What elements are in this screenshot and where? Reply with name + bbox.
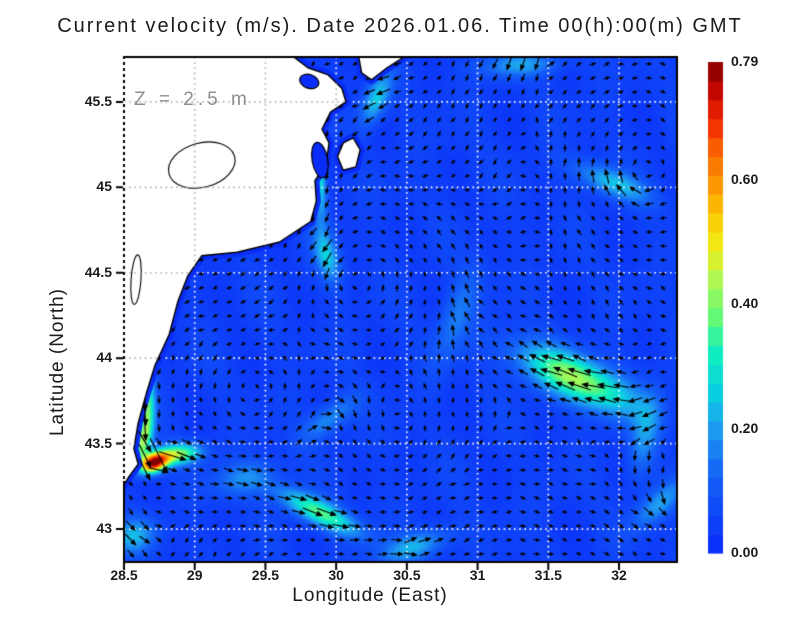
x-tick-label: 31.5 bbox=[534, 567, 562, 583]
colorbar-tick-label: 0.40 bbox=[731, 295, 759, 312]
y-tick-label: 43.5 bbox=[84, 434, 112, 451]
x-tick-label: 28.5 bbox=[110, 567, 138, 583]
figure-title: Current velocity (m/s). Date 2026.01.06.… bbox=[57, 15, 743, 37]
y-tick-label: 45 bbox=[96, 178, 112, 195]
x-tick-label: 30 bbox=[328, 567, 344, 583]
y-tick-label: 45.5 bbox=[84, 92, 112, 109]
y-tick-label: 44 bbox=[96, 349, 112, 366]
depth-annotation: Z = 2.5 m bbox=[134, 89, 251, 110]
x-axis-label: Longitude (East) bbox=[292, 585, 448, 606]
colorbar-tick-label: 0.60 bbox=[731, 171, 759, 188]
y-tick-label: 43 bbox=[96, 520, 112, 537]
x-tick-label: 32 bbox=[611, 567, 627, 583]
x-tick-label: 31 bbox=[469, 567, 486, 583]
x-tick-label: 30.5 bbox=[393, 567, 421, 583]
x-tick-label: 29 bbox=[186, 567, 203, 583]
y-tick-label: 44.5 bbox=[84, 263, 112, 280]
x-tick-label: 29.5 bbox=[251, 567, 280, 583]
colorbar-tick-label: 0.20 bbox=[731, 419, 759, 436]
colorbar-tick-label: 0.79 bbox=[731, 53, 759, 69]
colorbar-tick-label: 0.00 bbox=[731, 544, 759, 560]
